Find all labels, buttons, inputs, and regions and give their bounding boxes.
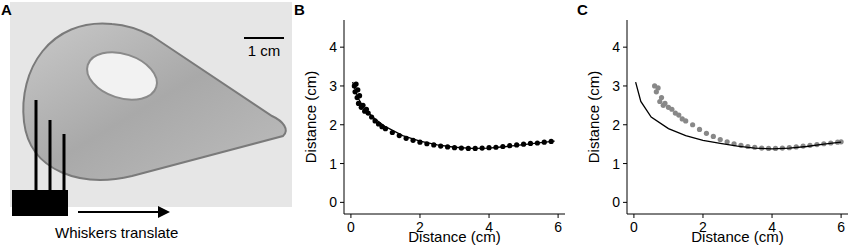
panel-a: Whiskers translate 1 cm A xyxy=(1,1,292,241)
panel-label: C xyxy=(577,1,588,18)
y-tick xyxy=(340,85,344,86)
x-tick-label: 6 xyxy=(554,219,562,235)
panel-label: A xyxy=(1,1,12,18)
data-point xyxy=(676,112,681,117)
fit-line xyxy=(636,82,841,149)
plot-area xyxy=(352,81,555,151)
whisker-base xyxy=(12,190,68,216)
x-axis-label: Distance (cm) xyxy=(408,228,501,245)
y-tick xyxy=(340,47,344,48)
chart: 024601234Distance (cm)Distance (cm)B xyxy=(294,1,565,245)
scale-bar xyxy=(244,37,284,39)
y-tick-label: 2 xyxy=(329,117,337,133)
y-tick-label: 4 xyxy=(329,39,337,55)
y-tick-label: 0 xyxy=(612,194,620,210)
whisker xyxy=(49,120,52,192)
y-tick xyxy=(623,202,627,203)
data-point xyxy=(690,122,695,127)
x-axis xyxy=(627,214,848,215)
y-axis xyxy=(344,20,345,214)
data-point xyxy=(697,127,702,132)
y-axis-label: Distance (cm) xyxy=(585,71,602,164)
x-axis xyxy=(344,214,565,215)
y-tick xyxy=(623,163,627,164)
y-tick-label: 1 xyxy=(329,156,337,172)
data-point xyxy=(655,85,660,90)
photo-background xyxy=(10,2,292,207)
y-axis-label: Distance (cm) xyxy=(302,71,319,164)
x-tick xyxy=(702,214,703,218)
data-point xyxy=(711,134,716,139)
caption: Whiskers translate xyxy=(55,224,178,241)
y-tick-label: 4 xyxy=(612,39,620,55)
data-point xyxy=(662,101,667,106)
scale-bar-label: 1 cm xyxy=(248,42,281,59)
y-tick xyxy=(623,47,627,48)
y-tick-label: 3 xyxy=(329,78,337,94)
object-hole xyxy=(81,44,163,108)
y-tick-label: 2 xyxy=(612,117,620,133)
x-tick xyxy=(633,214,634,218)
x-tick xyxy=(772,214,773,218)
data-point xyxy=(718,137,723,142)
x-tick xyxy=(489,214,490,218)
y-tick-label: 1 xyxy=(612,156,620,172)
data-point xyxy=(704,131,709,136)
y-tick-label: 0 xyxy=(329,194,337,210)
x-tick xyxy=(350,214,351,218)
chart: 024601234Distance (cm)Distance (cm)C xyxy=(577,1,848,245)
arrow-head xyxy=(158,206,170,218)
data-point xyxy=(683,118,688,123)
whisker xyxy=(63,134,66,192)
fit-line xyxy=(353,82,555,148)
data-point xyxy=(669,107,674,112)
x-tick-label: 6 xyxy=(837,219,845,235)
y-tick xyxy=(340,124,344,125)
y-tick xyxy=(340,202,344,203)
x-tick xyxy=(419,214,420,218)
x-tick xyxy=(558,214,559,218)
data-point xyxy=(659,95,664,100)
x-tick-label: 0 xyxy=(347,219,355,235)
x-tick-label: 0 xyxy=(630,219,638,235)
panel-label: B xyxy=(294,1,305,18)
y-tick xyxy=(623,124,627,125)
y-tick xyxy=(340,163,344,164)
y-tick xyxy=(623,85,627,86)
y-tick-label: 3 xyxy=(612,78,620,94)
plot-area xyxy=(636,82,844,151)
whisker xyxy=(35,100,38,192)
x-tick xyxy=(841,214,842,218)
x-axis-label: Distance (cm) xyxy=(691,228,784,245)
arrow-line xyxy=(78,211,160,213)
y-axis xyxy=(627,20,628,214)
